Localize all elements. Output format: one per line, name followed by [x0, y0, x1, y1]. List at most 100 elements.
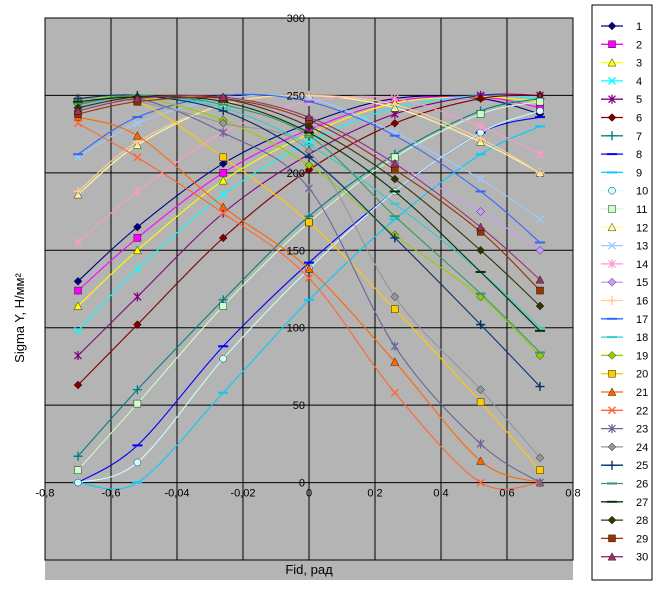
- legend-marker-20: [608, 370, 616, 378]
- legend-marker-4: [608, 76, 616, 85]
- legend-marker-11: [608, 205, 616, 213]
- series-point-29: [391, 166, 399, 174]
- series-point-24: [535, 453, 545, 463]
- legend-label-11: 11: [636, 204, 647, 216]
- series-point-22: [74, 119, 82, 128]
- legend-label-24: 24: [636, 442, 648, 454]
- legend-marker-5: [608, 94, 616, 104]
- series-point-16: [476, 134, 486, 144]
- x-tick-label: 0,4: [433, 488, 448, 500]
- legend-label-9: 9: [636, 167, 642, 179]
- legend-label-17: 17: [636, 314, 648, 326]
- series-point-24: [476, 385, 485, 394]
- series-point-11: [133, 399, 142, 408]
- legend-marker-3: [607, 58, 617, 67]
- series-point-24: [218, 119, 228, 128]
- series-point-6: [218, 233, 228, 243]
- legend-marker-28: [607, 515, 617, 525]
- x-tick-label: 0: [306, 488, 312, 500]
- series-point-11: [536, 97, 544, 106]
- legend-label-18: 18: [636, 332, 648, 344]
- series-point-30: [476, 222, 485, 231]
- x-tick-label: -0,6: [102, 488, 121, 500]
- series-point-21: [390, 357, 400, 366]
- series-point-21: [218, 202, 228, 211]
- series-point-13: [536, 215, 544, 224]
- series-point-23: [219, 128, 228, 138]
- legend-label-16: 16: [636, 296, 648, 308]
- y-tick-label: 300: [287, 13, 305, 25]
- series-point-28: [390, 174, 400, 184]
- series-point-23: [305, 183, 313, 193]
- legend-marker-23: [608, 424, 616, 434]
- legend-label-4: 4: [636, 76, 642, 88]
- legend-label-10: 10: [636, 186, 648, 198]
- series-point-11: [74, 466, 82, 474]
- x-tick-label: -0,8: [36, 488, 55, 500]
- series-point-28: [535, 301, 545, 311]
- legend-label-12: 12: [636, 222, 648, 234]
- legend-label-19: 19: [636, 350, 648, 362]
- legend-label-6: 6: [636, 113, 642, 125]
- series-point-16: [304, 90, 314, 100]
- plot-border: [44, 17, 574, 561]
- series-layer: [73, 90, 545, 490]
- legend-label-3: 3: [636, 58, 642, 70]
- series-point-14: [133, 186, 142, 196]
- legend-label-13: 13: [636, 241, 648, 253]
- legend-label-1: 1: [636, 21, 642, 33]
- legend-marker-24: [607, 442, 617, 452]
- series-point-22: [476, 478, 485, 487]
- legend-marker-14: [608, 259, 616, 269]
- series-point-2: [74, 286, 82, 295]
- series-point-16: [390, 100, 400, 110]
- series-point-23: [390, 341, 399, 351]
- series-point-7: [132, 385, 142, 395]
- series-point-30: [304, 112, 314, 121]
- series-point-30: [218, 92, 228, 101]
- legend-marker-16: [607, 296, 617, 305]
- legend-label-20: 20: [636, 369, 648, 381]
- legend-label-8: 8: [636, 149, 642, 161]
- series-point-4: [133, 264, 142, 273]
- series-point-22: [305, 274, 313, 283]
- legend-marker-6: [607, 113, 617, 122]
- series-point-1: [133, 222, 142, 232]
- series-point-5: [133, 292, 142, 302]
- legend-label-25: 25: [636, 460, 648, 472]
- legend-label-30: 30: [636, 552, 648, 564]
- legend-marker-30: [607, 552, 617, 561]
- x-tick-label: 0,8: [565, 488, 580, 500]
- legend-label-29: 29: [636, 533, 648, 545]
- series-point-10: [219, 354, 227, 363]
- legend-marker-10: [608, 186, 616, 195]
- series-line-23: [77, 96, 541, 484]
- legend-marker-22: [608, 406, 616, 415]
- series-point-22: [219, 209, 228, 218]
- series-point-23: [476, 439, 485, 449]
- series-point-15: [535, 246, 545, 255]
- legend-marker-19: [607, 351, 617, 360]
- series-point-5: [74, 351, 82, 361]
- x-tick-label: 0,6: [499, 488, 514, 500]
- series-point-19: [535, 351, 545, 360]
- legend-label-15: 15: [636, 277, 648, 289]
- series-point-13: [133, 119, 142, 128]
- series-point-4: [219, 190, 228, 199]
- series-point-30: [535, 275, 545, 284]
- legend-marker-1: [607, 21, 617, 31]
- legend-marker-21: [607, 387, 617, 396]
- y-tick-label: 250: [287, 90, 305, 102]
- series-point-10: [74, 478, 82, 487]
- x-tick-label: -0,02: [230, 488, 255, 500]
- legend-label-2: 2: [636, 39, 642, 51]
- series-point-1: [73, 276, 83, 286]
- series-point-20: [391, 305, 399, 313]
- y-tick-label: 100: [287, 323, 305, 335]
- series-point-21: [133, 131, 142, 140]
- series-point-2: [133, 234, 142, 242]
- series-point-10: [536, 107, 544, 115]
- series-point-3: [73, 301, 83, 310]
- series-point-14: [476, 121, 485, 131]
